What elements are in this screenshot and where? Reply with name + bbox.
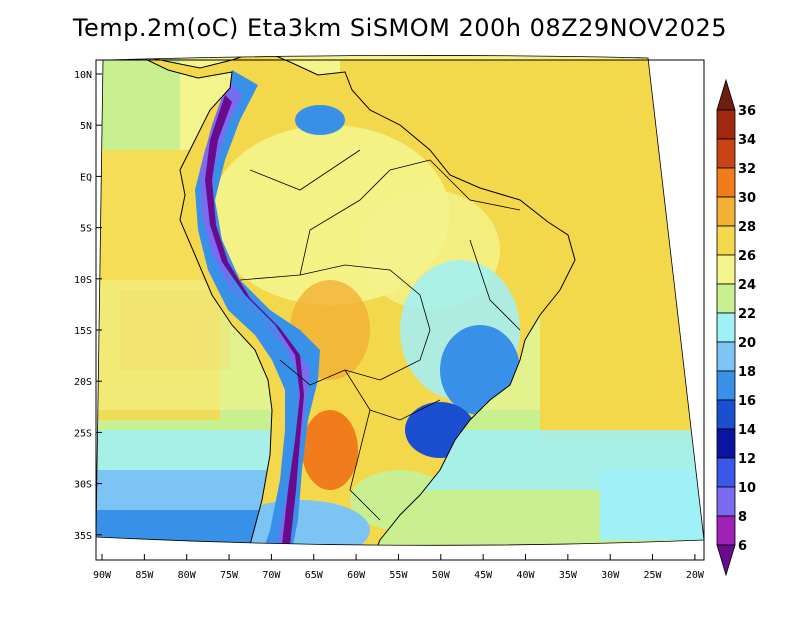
longitude-axis: 90W 85W 80W 75W 70W 65W 60W 55W 50W 45W 40W 35W 30W 2… bbox=[93, 554, 705, 581]
lon-tick-label: 35W bbox=[559, 570, 578, 581]
andes-cool-belt bbox=[195, 70, 320, 546]
colorbar-label: 24 bbox=[738, 278, 756, 293]
lat-tick-label: 10N bbox=[74, 70, 92, 81]
colorbar-label: 30 bbox=[738, 191, 756, 206]
lon-tick-label: 70W bbox=[262, 570, 281, 581]
colorbar-segment bbox=[716, 254, 736, 285]
lat-tick-label: 5S bbox=[80, 224, 92, 235]
caribbean-mild-patch bbox=[96, 55, 180, 150]
border-line bbox=[299, 159, 431, 276]
lat-tick-label: 10S bbox=[74, 275, 92, 286]
border-line bbox=[349, 409, 381, 521]
border-line bbox=[249, 149, 361, 191]
colorbar-segment bbox=[716, 225, 736, 256]
colorbar-label: 14 bbox=[738, 423, 756, 438]
colorbar-segment bbox=[716, 196, 736, 227]
andes-coldest-core bbox=[205, 95, 304, 545]
colorbar-segment bbox=[716, 457, 736, 488]
lon-tick-label: 25W bbox=[644, 570, 663, 581]
colorbar-segment bbox=[716, 312, 736, 343]
colorbar-label: 28 bbox=[738, 220, 756, 235]
colorbar-segment bbox=[716, 399, 736, 430]
lat-tick-label: 15S bbox=[74, 326, 92, 337]
lat-tick-label: EQ bbox=[80, 172, 92, 183]
colorbar-label: 6 bbox=[738, 539, 747, 554]
colorbar: 36 34 32 30 28 26 24 22 20 18 16 14 12 10 8 6 bbox=[716, 78, 756, 577]
map-title: Temp.2m(oC) Eta3km SiSMOM 200h 08Z29NOV2… bbox=[72, 14, 728, 42]
border-line bbox=[469, 239, 521, 331]
border-line bbox=[429, 159, 521, 211]
border-line bbox=[279, 359, 346, 386]
lon-tick-label: 40W bbox=[516, 570, 535, 581]
lon-tick-label: 85W bbox=[135, 570, 154, 581]
colorbar-segment bbox=[716, 167, 736, 198]
atlantic-cool-southeast bbox=[600, 470, 704, 540]
colorbar-segment bbox=[716, 370, 736, 401]
colorbar-label: 8 bbox=[738, 510, 747, 525]
lat-tick-label: 5N bbox=[80, 121, 92, 132]
lat-tick-label: 20S bbox=[74, 377, 92, 388]
lon-tick-label: 45W bbox=[474, 570, 493, 581]
colorbar-label: 22 bbox=[738, 307, 756, 322]
lat-tick-label: 25S bbox=[74, 428, 92, 439]
colorbar-segment bbox=[716, 428, 736, 459]
colorbar-label: 12 bbox=[738, 452, 756, 467]
colorbar-top-arrow bbox=[716, 78, 736, 111]
colorbar-label: 18 bbox=[738, 365, 756, 380]
lon-tick-label: 65W bbox=[305, 570, 324, 581]
lat-tick-label: 30S bbox=[74, 480, 92, 491]
border-line bbox=[239, 264, 431, 381]
colorbar-segment bbox=[716, 138, 736, 169]
guiana-highlands-cool bbox=[295, 105, 345, 135]
lon-tick-label: 80W bbox=[178, 570, 197, 581]
colorbar-label: 36 bbox=[738, 104, 756, 119]
colorbar-segment bbox=[716, 486, 736, 517]
colorbar-label: 26 bbox=[738, 249, 756, 264]
lat-tick-label: 35S bbox=[74, 531, 92, 542]
country-borders bbox=[239, 149, 521, 521]
lon-tick-label: 20W bbox=[686, 570, 705, 581]
lon-tick-label: 90W bbox=[93, 570, 112, 581]
colorbar-segment bbox=[716, 515, 736, 546]
latitude-axis: 10N 5N EQ 5S 10S 15S 20S 25S 30S 35S bbox=[74, 70, 102, 542]
lon-tick-label: 50W bbox=[432, 570, 451, 581]
colorbar-segment bbox=[716, 109, 736, 140]
colorbar-label: 16 bbox=[738, 394, 756, 409]
lon-tick-label: 55W bbox=[389, 570, 408, 581]
colorbar-label: 34 bbox=[738, 133, 756, 148]
lon-tick-label: 30W bbox=[601, 570, 620, 581]
border-line bbox=[344, 369, 441, 421]
axis-frame bbox=[95, 59, 705, 561]
atlantic-south-warm bbox=[540, 260, 704, 440]
colorbar-segment bbox=[716, 341, 736, 372]
colorbar-label: 20 bbox=[738, 336, 756, 351]
colorbar-segment bbox=[716, 283, 736, 314]
lon-tick-label: 75W bbox=[220, 570, 239, 581]
lon-tick-label: 60W bbox=[347, 570, 366, 581]
colorbar-label: 10 bbox=[738, 481, 756, 496]
argentina-hot-zone bbox=[302, 410, 358, 490]
colorbar-label: 32 bbox=[738, 162, 756, 177]
colorbar-bottom-arrow bbox=[716, 544, 736, 577]
temperature-field bbox=[96, 55, 704, 546]
